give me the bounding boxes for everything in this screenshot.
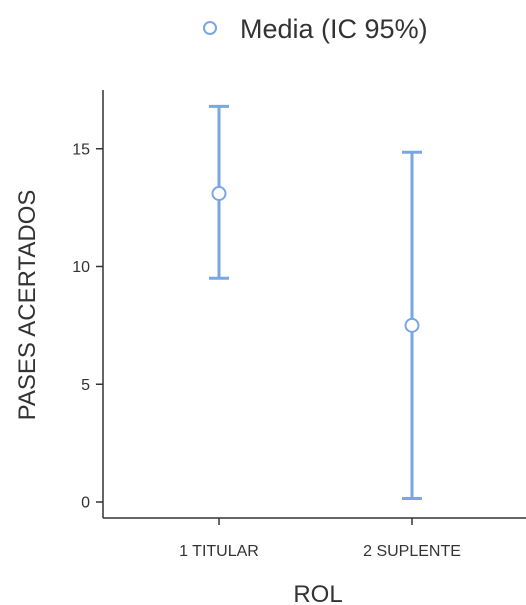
legend-label: Media (IC 95%) (240, 14, 428, 44)
y-axis-title: PASES ACERTADOS (14, 190, 41, 421)
x-tick-label-1: 2 SUPLENTE (363, 543, 461, 560)
error-bars (209, 104, 422, 500)
legend: Media (IC 95%) (203, 14, 428, 44)
y-tick-label-0: 0 (81, 495, 90, 512)
mean-point-1 (404, 317, 420, 333)
x-axis-title: ROL (293, 581, 342, 605)
y-ticks: 0 5 10 15 (72, 141, 103, 512)
x-ticks: 1 TITULAR 2 SUPLENTE (179, 518, 461, 560)
y-tick-label-10: 10 (72, 259, 90, 276)
legend-marker (203, 21, 217, 35)
y-tick-label-5: 5 (81, 377, 90, 394)
mean-point-0 (211, 185, 227, 201)
y-tick-label-15: 15 (72, 141, 90, 158)
x-tick-label-0: 1 TITULAR (179, 543, 259, 560)
